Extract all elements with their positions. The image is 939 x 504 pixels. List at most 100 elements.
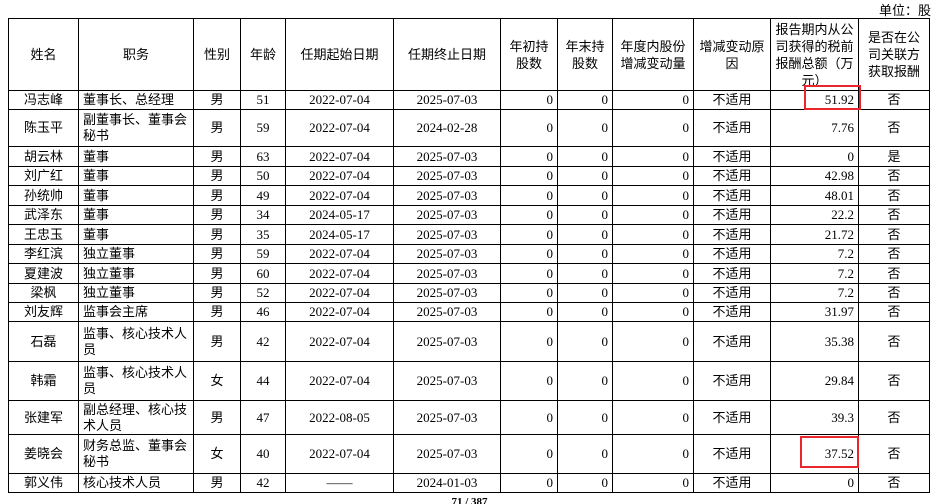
table-cell: 2025-07-03	[393, 302, 501, 322]
table-cell: 0	[612, 205, 694, 225]
table-cell: 2025-07-03	[393, 434, 501, 474]
table-cell: 0	[500, 185, 558, 206]
table-cell: 0	[612, 473, 694, 493]
table-cell: 男	[193, 166, 241, 186]
table-cell: 0	[612, 283, 694, 303]
table-cell: 42	[240, 321, 286, 362]
table-cell: 42	[240, 473, 286, 493]
table-cell: 0	[612, 90, 694, 110]
header-cell: 职务	[78, 18, 194, 91]
table-cell: 冯志峰	[8, 90, 79, 110]
table-cell: 副总经理、核心技术人员	[78, 400, 194, 435]
highlight-box	[804, 85, 861, 110]
table-cell: 董事	[78, 224, 194, 245]
header-cell: 报告期内从公司获得的税前报酬总额（万元）	[770, 18, 859, 91]
unit-label: 单位：股	[878, 3, 931, 18]
table-cell: 50	[240, 166, 286, 186]
table-cell: 男	[193, 146, 241, 167]
table-cell: 0	[612, 224, 694, 245]
table-cell: 0	[500, 224, 558, 245]
table-cell: 48.01	[770, 185, 859, 206]
header-cell: 年龄	[240, 18, 286, 91]
table-cell: 男	[193, 263, 241, 284]
table-cell: 不适用	[693, 244, 771, 264]
table-cell: 60	[240, 263, 286, 284]
table-cell: 不适用	[693, 90, 771, 110]
table-cell: 男	[193, 90, 241, 110]
table-cell: 0	[557, 146, 613, 167]
table-cell: 2025-07-03	[393, 146, 501, 167]
table-cell: 7.2	[770, 263, 859, 284]
table-cell: 监事、核心技术人员	[78, 321, 194, 362]
table-cell: 否	[858, 434, 930, 474]
table-cell: 0	[612, 400, 694, 435]
table-cell: 不适用	[693, 283, 771, 303]
table-cell: 0	[500, 244, 558, 264]
table-cell: 否	[858, 473, 930, 493]
table-cell: 男	[193, 244, 241, 264]
header-cell: 性别	[193, 18, 241, 91]
table-cell: 0	[557, 400, 613, 435]
table-cell: 不适用	[693, 361, 771, 401]
table-cell: 不适用	[693, 302, 771, 322]
table-cell: 2022-07-04	[285, 263, 394, 284]
table-cell: 刘友辉	[8, 302, 79, 322]
table-cell: 韩霜	[8, 361, 79, 401]
table-cell: 不适用	[693, 146, 771, 167]
table-cell: 2025-07-03	[393, 185, 501, 206]
table-cell: 男	[193, 302, 241, 322]
table-cell: 否	[858, 244, 930, 264]
table-cell: 2022-07-04	[285, 302, 394, 322]
table-cell: 男	[193, 224, 241, 245]
table-cell: 不适用	[693, 473, 771, 493]
table-cell: 孙统帅	[8, 185, 79, 206]
table-cell: 0	[612, 244, 694, 264]
header-cell: 年初持股数	[500, 18, 558, 91]
table-cell: 独立董事	[78, 263, 194, 284]
table-cell: 董事	[78, 185, 194, 206]
table-cell: 不适用	[693, 205, 771, 225]
table-cell: 是	[858, 146, 930, 167]
table-cell: 0	[500, 434, 558, 474]
table-cell: 2025-07-03	[393, 224, 501, 245]
table-cell: 陈玉平	[8, 109, 79, 147]
header-cell: 任期终止日期	[393, 18, 501, 91]
table-cell: 0	[557, 90, 613, 110]
table-cell: 0	[612, 146, 694, 167]
table-cell: 0	[612, 434, 694, 474]
table-cell: 2022-07-04	[285, 244, 394, 264]
table-cell: 梁枫	[8, 283, 79, 303]
table-cell: 40	[240, 434, 286, 474]
table-cell: 42.98	[770, 166, 859, 186]
table-cell: 0	[500, 166, 558, 186]
table-cell: 姜晓会	[8, 434, 79, 474]
table-cell: 否	[858, 321, 930, 362]
table-cell: 0	[612, 263, 694, 284]
table-cell: 7.76	[770, 109, 859, 147]
table-cell: 2022-07-04	[285, 361, 394, 401]
table-cell: 0	[557, 302, 613, 322]
table-cell: 2025-07-03	[393, 205, 501, 225]
table-cell: 0	[770, 473, 859, 493]
table-cell: 否	[858, 361, 930, 401]
table-cell: ——	[285, 473, 394, 493]
table-cell: 0	[500, 205, 558, 225]
table-cell: 核心技术人员	[78, 473, 194, 493]
table-cell: 否	[858, 400, 930, 435]
table-cell: 0	[500, 361, 558, 401]
table-cell: 2025-07-03	[393, 90, 501, 110]
table-cell: 独立董事	[78, 244, 194, 264]
header-cell: 年末持股数	[557, 18, 613, 91]
table-cell: 武泽东	[8, 205, 79, 225]
table-cell: 2025-07-03	[393, 400, 501, 435]
table-cell: 2022-08-05	[285, 400, 394, 435]
table-cell: 0	[500, 146, 558, 167]
table-cell: 7.2	[770, 283, 859, 303]
header-cell: 姓名	[8, 18, 79, 91]
table-cell: 监事、核心技术人员	[78, 361, 194, 401]
table-cell: 王忠玉	[8, 224, 79, 245]
table-cell: 不适用	[693, 263, 771, 284]
table-cell: 2022-07-04	[285, 109, 394, 147]
header-cell: 任期起始日期	[285, 18, 394, 91]
